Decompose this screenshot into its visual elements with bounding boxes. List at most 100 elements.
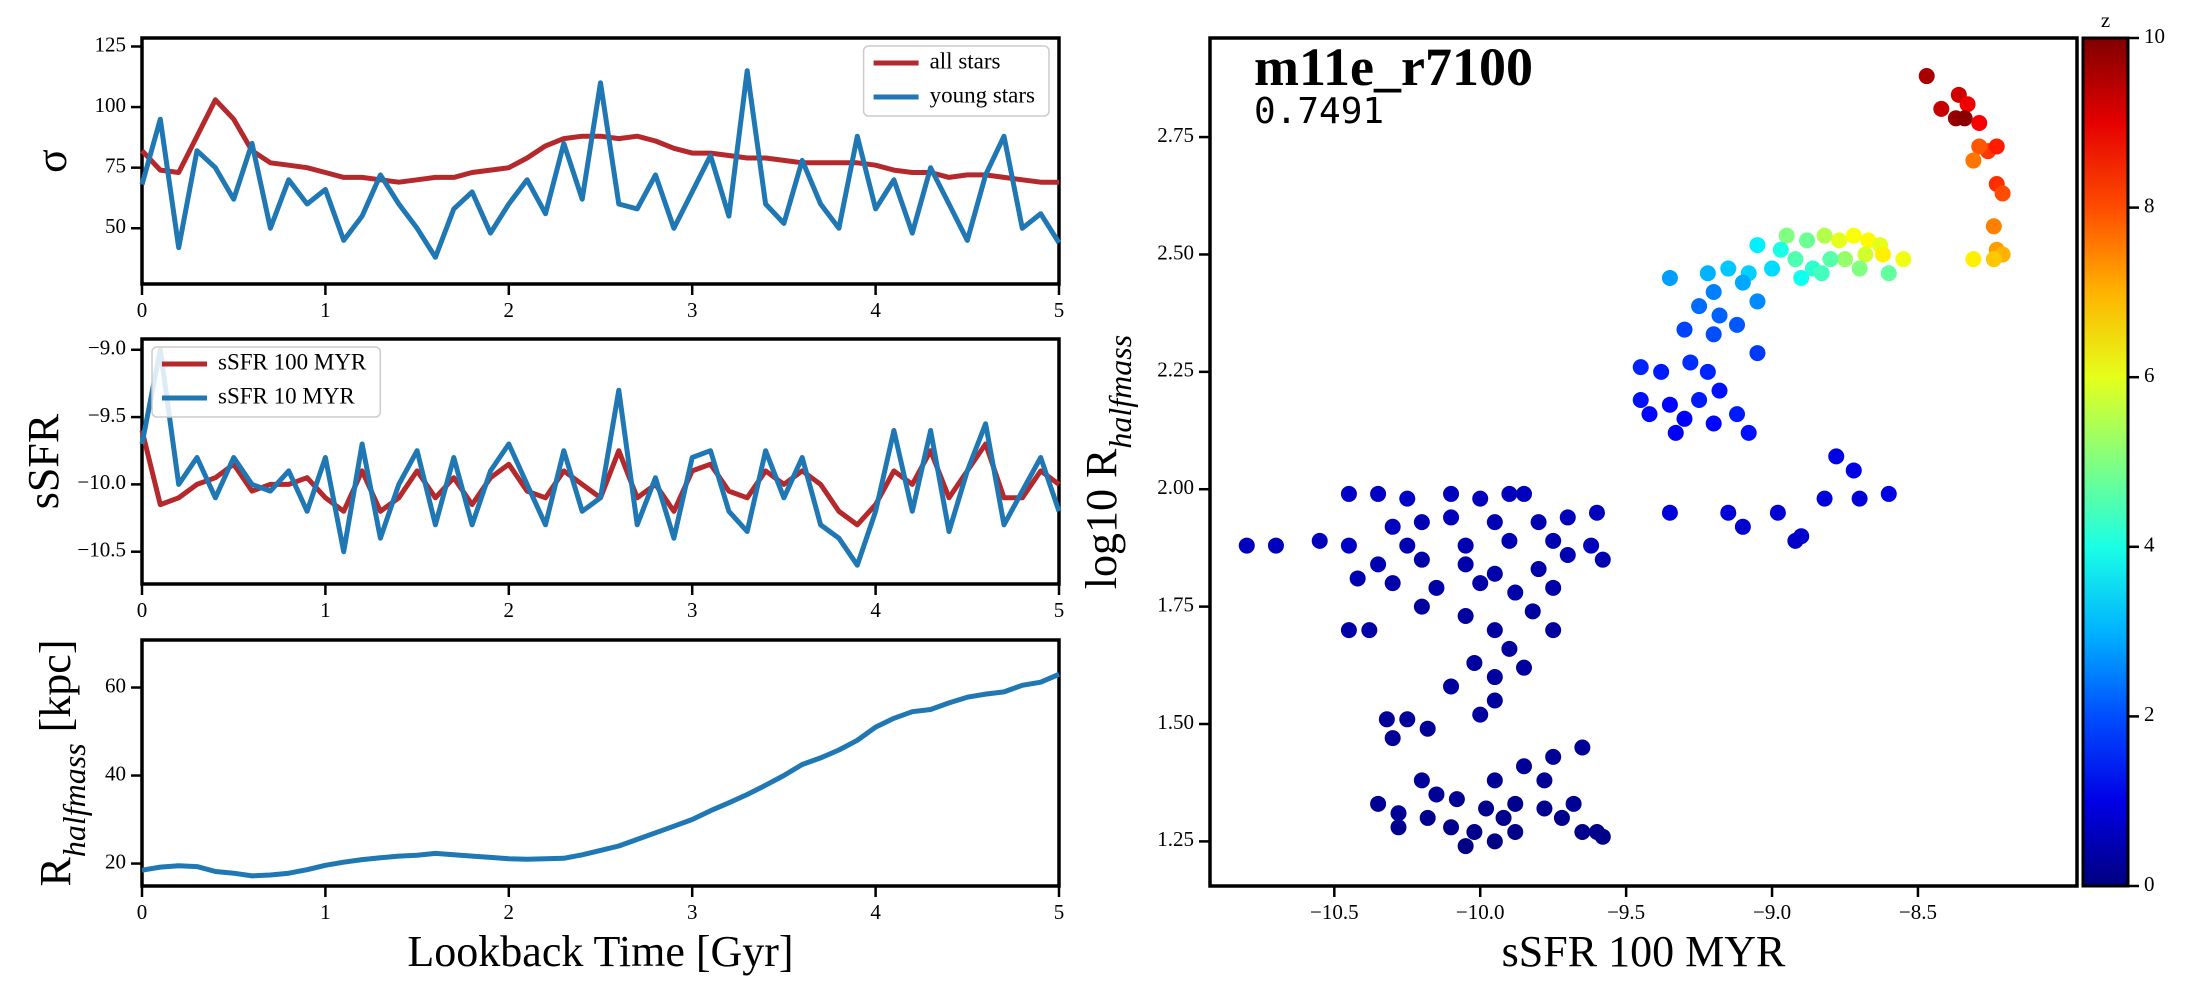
x-tick-label: 0 — [137, 598, 148, 622]
y-axis-label-main: log10 R — [1077, 448, 1126, 589]
scatter-point — [1816, 490, 1833, 507]
scatter-point — [1501, 640, 1518, 657]
scatter-point — [1594, 551, 1611, 568]
plot-frame — [140, 337, 1061, 586]
scatter-point — [1729, 316, 1746, 333]
scatter-point — [1419, 809, 1436, 826]
x-tick-label: 5 — [1054, 900, 1065, 924]
scatter-point — [1729, 406, 1746, 423]
scatter-point — [1769, 504, 1786, 521]
colorbar-tick-label: 2 — [2144, 702, 2155, 726]
scatter-point — [1764, 260, 1781, 277]
legend: all stars young stars — [862, 45, 1050, 117]
scatter-point — [1661, 504, 1678, 521]
scatter-point — [1971, 114, 1988, 131]
scatter-point — [1828, 448, 1845, 465]
scatter-point — [1965, 152, 1982, 169]
scatter-point — [1448, 791, 1465, 808]
scatter-point — [1959, 96, 1976, 113]
scatter-point — [1653, 363, 1670, 380]
x-tick-label: 1 — [320, 598, 331, 622]
scatter-point — [1965, 251, 1982, 268]
scatter-point — [1530, 514, 1547, 531]
scatter-point — [1472, 575, 1489, 592]
y-axis-label: Rhalfmass [kpc] — [31, 640, 92, 887]
scatter-point — [1699, 265, 1716, 282]
scatter-point — [1831, 232, 1848, 249]
scatter-point — [1536, 800, 1553, 817]
scatter-point — [1419, 720, 1436, 737]
y-tick-label: 20 — [105, 849, 126, 873]
x-tick-label: −9.0 — [1753, 900, 1791, 924]
scatter-point — [1857, 246, 1874, 263]
scatter-point — [1632, 392, 1649, 409]
scatter-point — [1399, 537, 1416, 554]
scatter-point — [1466, 654, 1483, 671]
y-tick-label: 125 — [95, 32, 127, 56]
scatter-point — [1816, 227, 1833, 244]
scatter-point — [1515, 758, 1532, 775]
scatter-point — [1711, 382, 1728, 399]
x-tick-label: 4 — [870, 598, 881, 622]
y-axis-label-tail: [kpc] — [31, 640, 80, 744]
scatter-point — [1530, 561, 1547, 578]
x-tick-label: 4 — [870, 900, 881, 924]
scatter-point — [1705, 415, 1722, 432]
x-tick-label: 3 — [687, 298, 698, 322]
scatter-point — [1734, 518, 1751, 535]
scatter-point — [1918, 68, 1935, 85]
scatter-point — [1311, 532, 1328, 549]
scatter-point — [1340, 622, 1357, 639]
series-line — [139, 68, 1062, 260]
scatter-point — [1559, 546, 1576, 563]
x-tick-label: 4 — [870, 298, 881, 322]
scatter-point — [1813, 265, 1830, 282]
scatter-point — [1661, 396, 1678, 413]
scatter-point — [1413, 551, 1430, 568]
scatter-point — [1793, 269, 1810, 286]
x-tick-label: 0 — [137, 298, 148, 322]
scatter-point — [1676, 321, 1693, 338]
scatter-point — [1472, 706, 1489, 723]
scatter-point — [1734, 274, 1751, 291]
scatter-point — [1985, 218, 2002, 235]
scatter-point — [1632, 359, 1649, 376]
scatter-point — [1845, 462, 1862, 479]
scatter-point — [1478, 800, 1495, 817]
y-tick-label: 40 — [105, 761, 126, 785]
scatter-point — [1574, 739, 1591, 756]
scatter-point — [1641, 406, 1658, 423]
scatter-point — [1772, 241, 1789, 258]
y-axis-label-subscript: halfmass — [56, 743, 92, 857]
y-tick-label: −9.0 — [88, 336, 126, 360]
x-tick-label: −10.5 — [1310, 900, 1359, 924]
scatter-point — [1971, 138, 1988, 155]
x-tick-label: 1 — [320, 900, 331, 924]
scatter-point — [1457, 608, 1474, 625]
scatter-point — [1443, 678, 1460, 695]
scatter-point — [1349, 570, 1366, 587]
legend: sSFR 100 MYR sSFR 10 MYR — [151, 346, 382, 418]
scatter-point — [1933, 100, 1950, 117]
scatter-point — [1988, 138, 2005, 155]
scatter-point — [1956, 110, 1973, 127]
scatter-point — [1515, 485, 1532, 502]
scatter-point — [1740, 424, 1757, 441]
scatter-point — [1778, 227, 1795, 244]
scatter-point — [1340, 485, 1357, 502]
scatter-point — [1799, 232, 1816, 249]
y-tick-label: 2.75 — [1157, 123, 1194, 147]
y-tick-label: 1.75 — [1157, 592, 1194, 616]
scatter-point — [1443, 509, 1460, 526]
scatter-point — [1845, 227, 1862, 244]
scatter-point — [1787, 251, 1804, 268]
scatter-point — [1994, 185, 2011, 202]
scatter-point — [1443, 819, 1460, 836]
y-axis-label: sSFR — [19, 413, 68, 509]
scatter-point — [1486, 669, 1503, 686]
series-line — [141, 672, 1060, 879]
scatter-point — [1267, 537, 1284, 554]
scatter-point — [1457, 838, 1474, 855]
scatter-point — [1851, 490, 1868, 507]
scatter-point — [1682, 354, 1699, 371]
